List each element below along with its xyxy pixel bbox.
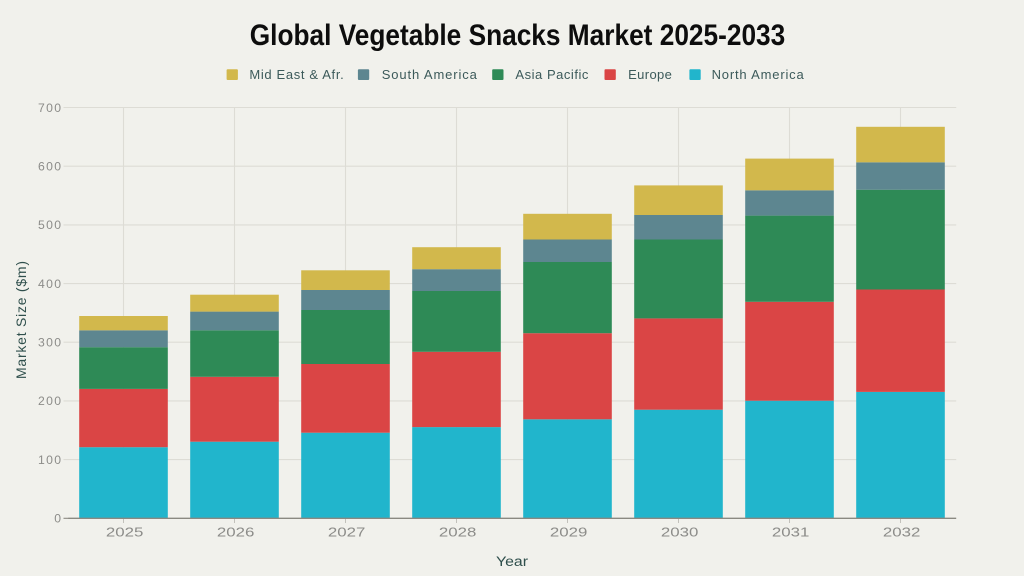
svg-text:South America: South America	[382, 67, 478, 82]
svg-text:North America: North America	[712, 67, 805, 82]
svg-text:Mid East & Afr.: Mid East & Afr.	[249, 67, 343, 82]
svg-text:300: 300	[38, 336, 61, 350]
svg-text:0: 0	[54, 512, 61, 526]
svg-text:Asia Pacific: Asia Pacific	[515, 67, 589, 82]
svg-text:Year: Year	[496, 554, 529, 569]
svg-text:Market Size ($m): Market Size ($m)	[13, 261, 29, 379]
svg-text:2032: 2032	[883, 526, 921, 540]
svg-text:600: 600	[38, 160, 61, 174]
svg-text:2030: 2030	[661, 526, 699, 540]
svg-text:100: 100	[38, 453, 61, 467]
svg-text:2025: 2025	[106, 526, 144, 540]
svg-text:700: 700	[38, 101, 61, 115]
svg-text:200: 200	[38, 394, 61, 408]
svg-text:2029: 2029	[550, 526, 588, 540]
svg-text:2026: 2026	[217, 526, 255, 540]
svg-text:2031: 2031	[772, 526, 810, 540]
svg-text:2027: 2027	[328, 526, 366, 540]
svg-text:400: 400	[38, 277, 61, 291]
svg-text:Global Vegetable Snacks Market: Global Vegetable Snacks Market 2025-2033	[250, 19, 786, 52]
svg-text:2028: 2028	[439, 526, 477, 540]
svg-text:500: 500	[38, 218, 61, 232]
svg-text:Europe: Europe	[628, 67, 672, 82]
